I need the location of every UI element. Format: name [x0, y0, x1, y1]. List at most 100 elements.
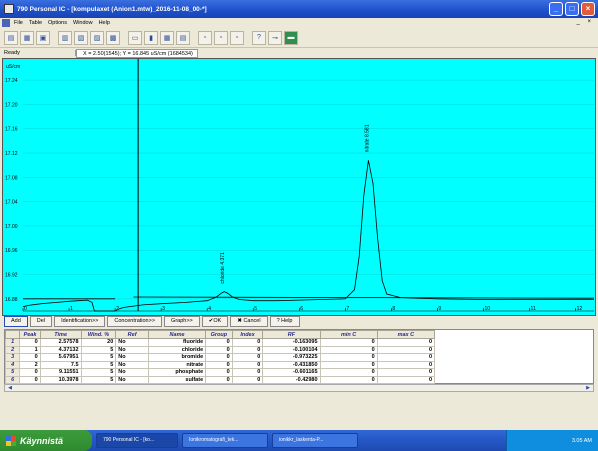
table-cell-wind[interactable]: 5: [80, 375, 117, 384]
scale-icon[interactable]: ▫: [230, 30, 244, 45]
table-cell-group[interactable]: 0: [205, 375, 233, 384]
table-cell-minc[interactable]: 0: [319, 353, 378, 362]
table-cell-rf[interactable]: -0.601165: [262, 368, 321, 377]
table-icon[interactable]: ▩: [106, 30, 120, 45]
column-header[interactable]: min C: [319, 330, 378, 339]
table-cell-index[interactable]: 0: [231, 345, 264, 354]
add-button[interactable]: Add: [4, 316, 28, 327]
table-cell-peak[interactable]: 0: [19, 338, 41, 347]
menu-window[interactable]: Window: [73, 20, 93, 26]
table-cell-peak[interactable]: 0: [19, 353, 41, 362]
graph-button[interactable]: Graph>>: [164, 316, 200, 327]
table-cell-minc[interactable]: 0: [319, 338, 378, 347]
menu-file[interactable]: File: [14, 20, 23, 26]
column-header[interactable]: Ref: [115, 330, 149, 339]
column-header[interactable]: Peak: [19, 330, 41, 339]
column-header[interactable]: RF: [262, 330, 321, 339]
table-cell-peak[interactable]: 0: [19, 375, 41, 384]
table-cell-rf[interactable]: -0.431850: [262, 360, 321, 369]
table-cell-group[interactable]: 0: [205, 338, 233, 347]
row-number[interactable]: 1: [4, 338, 21, 347]
row-number[interactable]: 6: [4, 375, 21, 384]
table-cell-time[interactable]: 5.67951: [39, 353, 82, 362]
save-icon[interactable]: ▦: [20, 30, 34, 45]
menu-options[interactable]: Options: [48, 20, 67, 26]
table-row[interactable]: 4 2 7.5 5 No nitrate 0 0 -0.431850 0 0: [4, 360, 436, 369]
table-row[interactable]: 1 0 2.57578 20 No fluoride 0 0 -0.163095 0 0: [4, 338, 436, 347]
table-cell-minc[interactable]: 0: [319, 368, 378, 377]
table-cell-group[interactable]: 0: [205, 360, 233, 369]
identification-button[interactable]: Identification>>: [54, 316, 106, 327]
table-row[interactable]: 5 0 9.11551 5 No phosphate 0 0 -0.601165 0 0: [4, 368, 436, 377]
column-header[interactable]: Index: [231, 330, 264, 339]
grid-icon[interactable]: ▦: [160, 30, 174, 45]
row-number[interactable]: 4: [4, 360, 21, 369]
taskbar-item[interactable]: ionikkr_laskenta-P...: [272, 433, 358, 448]
table-cell-maxc[interactable]: 0: [376, 368, 436, 377]
table-cell-rf[interactable]: -0.973225: [262, 353, 321, 362]
table-cell-ref[interactable]: No: [115, 338, 149, 347]
print-icon[interactable]: ▣: [36, 30, 50, 45]
maximize-button[interactable]: □: [565, 2, 579, 16]
chart-icon[interactable]: ▮: [144, 30, 158, 45]
start-button[interactable]: Käynnistä: [0, 430, 92, 451]
column-header[interactable]: Time: [39, 330, 82, 339]
table-cell-maxc[interactable]: 0: [376, 338, 436, 347]
table-cell-wind[interactable]: 20: [80, 338, 117, 347]
table-cell-name[interactable]: chloride: [147, 345, 207, 354]
concentration-button[interactable]: Concentration>>: [107, 316, 163, 327]
table-cell-index[interactable]: 0: [231, 375, 264, 384]
table-cell-ref[interactable]: No: [115, 360, 149, 369]
frame-icon[interactable]: ▭: [128, 30, 142, 45]
monitor-icon[interactable]: ▬: [284, 30, 298, 45]
table-cell-index[interactable]: 0: [231, 338, 264, 347]
table-cell-index[interactable]: 0: [231, 353, 264, 362]
open-icon[interactable]: ▤: [4, 30, 18, 45]
zoom-icon[interactable]: ▫: [198, 30, 212, 45]
table-cell-minc[interactable]: 0: [319, 375, 378, 384]
ok-button[interactable]: ✔OK: [201, 316, 229, 327]
table-cell-ref[interactable]: No: [115, 375, 149, 384]
table-cell-wind[interactable]: 5: [80, 360, 117, 369]
row-number[interactable]: 2: [4, 345, 21, 354]
table-cell-name[interactable]: phosphate: [147, 368, 207, 377]
table-cell-maxc[interactable]: 0: [376, 345, 436, 354]
menu-help[interactable]: Help: [98, 20, 110, 26]
chromatogram-chart[interactable]: 17.24 17.20 17.16 17.12 17.08 17.04 17.00 16.96…: [2, 58, 596, 316]
scroll-left-icon[interactable]: ◀: [8, 385, 12, 391]
table-cell-rf[interactable]: -0.42980: [262, 375, 321, 384]
table-cell-ref[interactable]: No: [115, 345, 149, 354]
table-cell-ref[interactable]: No: [115, 353, 149, 362]
table-cell-ref[interactable]: No: [115, 368, 149, 377]
layout-icon[interactable]: ▤: [176, 30, 190, 45]
document-icon[interactable]: [2, 19, 10, 27]
table-cell-time[interactable]: 4.37132: [39, 345, 82, 354]
table-cell-name[interactable]: bromide: [147, 353, 207, 362]
cancel-button[interactable]: ✖ Cancel: [230, 316, 268, 327]
table-cell-time[interactable]: 7.5: [39, 360, 82, 369]
table-cell-minc[interactable]: 0: [319, 345, 378, 354]
table-cell-name[interactable]: sulfate: [147, 375, 207, 384]
table-cell-rf[interactable]: -0.163095: [262, 338, 321, 347]
method-icon[interactable]: ▥: [58, 30, 72, 45]
table-cell-name[interactable]: nitrate: [147, 360, 207, 369]
table-row[interactable]: 6 0 10.3978 5 No sulfate 0 0 -0.42980 0 0: [4, 375, 436, 384]
edit-icon[interactable]: ▨: [90, 30, 104, 45]
table-cell-rf[interactable]: -0.100104: [262, 345, 321, 354]
table-cell-group[interactable]: 0: [205, 353, 233, 362]
close-button[interactable]: ×: [581, 2, 595, 16]
scroll-right-icon[interactable]: ▶: [586, 385, 590, 391]
table-cell-wind[interactable]: 5: [80, 353, 117, 362]
row-number[interactable]: 3: [4, 353, 21, 362]
table-row[interactable]: 2 1 4.37132 5 No chloride 0 0 -0.100104 0 0: [4, 345, 436, 354]
table-cell-index[interactable]: 0: [231, 368, 264, 377]
column-header[interactable]: Group: [205, 330, 233, 339]
table-cell-wind[interactable]: 5: [80, 368, 117, 377]
taskbar-item[interactable]: Ionikromatografi_tek...: [182, 433, 268, 448]
column-header[interactable]: Name: [147, 330, 207, 339]
help-button[interactable]: ? Help: [269, 316, 300, 327]
table-cell-index[interactable]: 0: [231, 360, 264, 369]
delete-button[interactable]: Del: [29, 316, 53, 327]
table-cell-minc[interactable]: 0: [319, 360, 378, 369]
table-cell-time[interactable]: 2.57578: [39, 338, 82, 347]
